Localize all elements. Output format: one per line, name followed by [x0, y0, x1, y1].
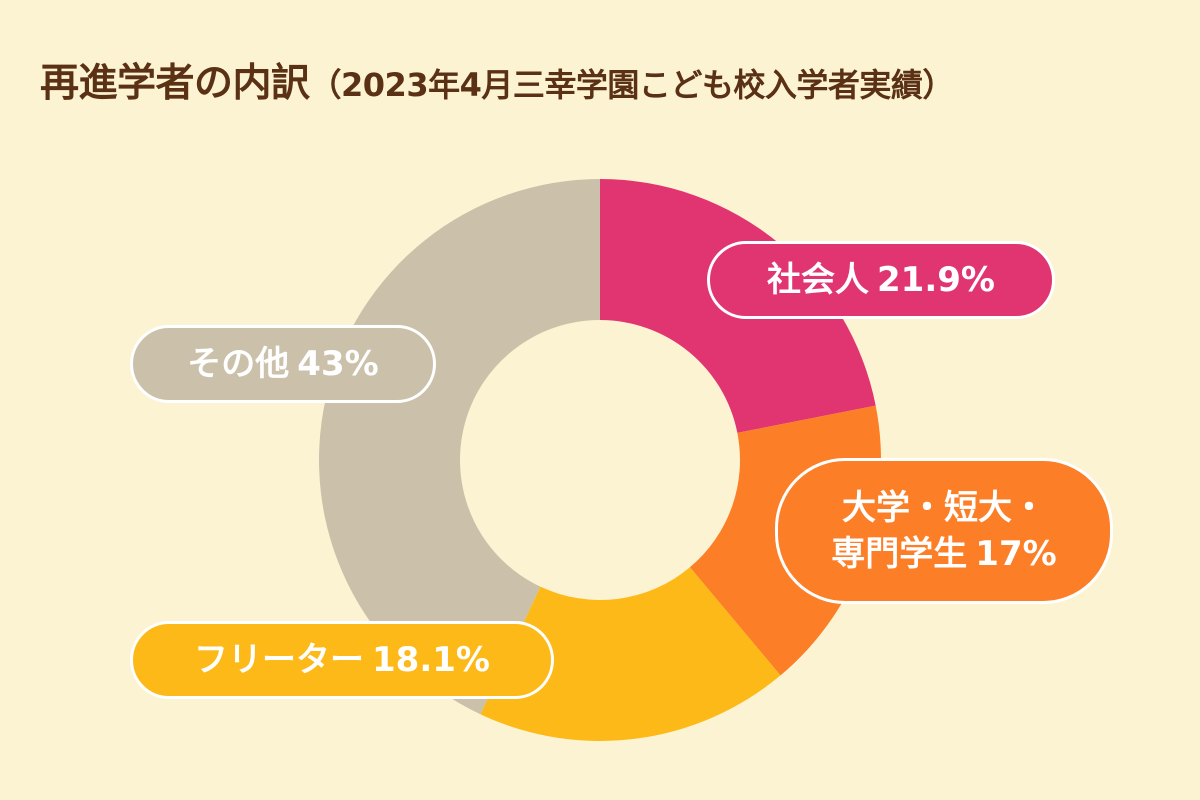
slice-value-freeter: 18.1%	[372, 640, 490, 680]
callout-daigaku: 大学・短大・ 専門学生 17%	[775, 458, 1113, 604]
slice-value-daigaku: 17%	[975, 534, 1057, 574]
callout-freeter: フリーター 18.1%	[130, 621, 554, 699]
slice-label-daigaku-line2: 専門学生	[831, 534, 968, 574]
callout-sonota: その他 43%	[130, 325, 436, 403]
callout-shakaijin: 社会人 21.9%	[707, 241, 1055, 319]
chart-subtitle: （2023年4月三幸学園こども校入学者実績）	[309, 66, 955, 104]
slice-label-daigaku-line1: 大学・短大・	[842, 488, 1046, 528]
slice-freeter	[480, 567, 781, 741]
slice-label-freeter: フリーター	[194, 640, 365, 680]
slice-sonota	[319, 179, 600, 715]
slice-value-shakaijin: 21.9%	[877, 260, 995, 300]
chart-title-main: 再進学者の内訳	[40, 61, 310, 106]
chart-title: 再進学者の内訳（2023年4月三幸学園こども校入学者実績）	[40, 58, 1180, 111]
slice-label-shakaijin: 社会人	[767, 260, 870, 300]
slice-value-sonota: 43%	[297, 344, 379, 384]
slice-label-sonota: その他	[187, 344, 290, 384]
